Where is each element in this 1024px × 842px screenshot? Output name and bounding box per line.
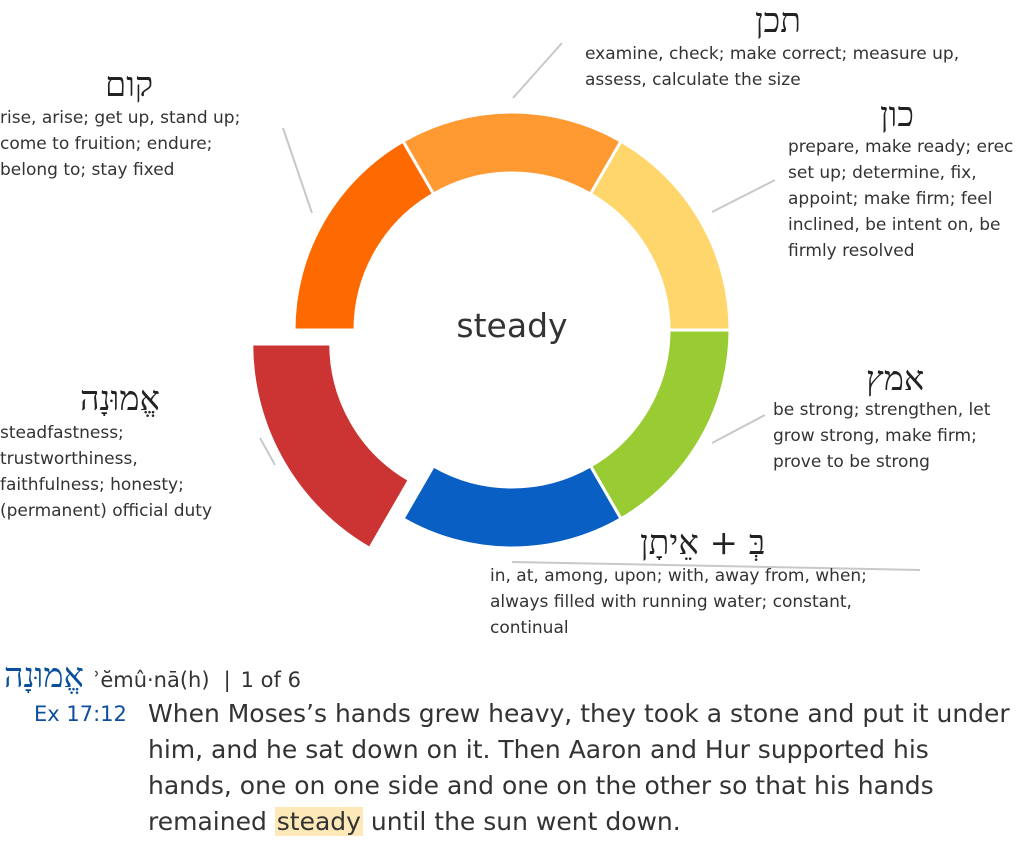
verse-text-after: until the sun went down. [362,807,681,836]
gloss-line: (permanent) official duty [0,501,213,521]
semantic-wheel [250,42,921,571]
lemma-transliteration: ʾĕmû·nā(h) [93,668,210,692]
gloss-line: in, at, among, upon; with, away from, wh… [490,566,867,586]
gloss-line: come to fruition; endure; [0,134,213,154]
gloss-line: examine, check; make correct; measure up… [585,44,960,64]
leader-lines [259,42,921,571]
segment-emunah[interactable] [250,342,412,551]
gloss-line: trustworthiness, [0,449,138,469]
verse-highlight: steady [274,807,363,836]
root-tkn-hebrew[interactable]: תכן [755,1,802,41]
lemma-hebrew[interactable]: אֱמוּנָה [4,656,84,696]
root-qum-gloss: rise, arise; get up, stand up; come to f… [0,105,240,183]
segment-amts[interactable] [588,328,732,521]
gloss-line: be strong; strengthen, let [773,400,991,420]
gloss-line: set up; determine, fix, [788,163,977,183]
gloss-line: inclined, be intent on, be [788,215,1001,235]
gloss-line: rise, arise; get up, stand up; [0,108,241,128]
gloss-line: prepare, make ready; erec [788,137,1014,157]
gloss-line: belong to; stay fixed [0,160,175,180]
leader-line-tkn [512,42,563,99]
leader-line-kwn [711,179,776,213]
gloss-line: appoint; make firm; feel [788,189,993,209]
gloss-line: assess, calculate the size [585,70,801,90]
root-tkn-gloss: examine, check; make correct; measure up… [585,41,959,93]
root-amts-gloss: be strong; strengthen, let grow strong, … [773,397,990,475]
root-qum-hebrew[interactable]: קום [105,65,154,105]
gloss-line: firmly resolved [788,241,915,261]
gloss-line: always filled with running water; consta… [490,592,852,612]
root-amts-hebrew[interactable]: אמץ [866,359,925,399]
root-emunah-gloss: steadfastness; trustworthiness, faithful… [0,420,212,524]
leader-line-qum [282,127,313,214]
gloss-line: faithfulness; honesty; [0,475,184,495]
root-emunah-hebrew[interactable]: אֱמוּנָה [80,379,160,419]
center-word: steady [456,306,568,345]
gloss-line: steadfastness; [0,423,124,443]
verse-reference-link[interactable]: Ex 17:12 [34,702,127,726]
root-beitan-gloss: in, at, among, upon; with, away from, wh… [490,563,867,641]
leader-line-beitan [511,561,921,571]
segment-kwn[interactable] [588,139,732,332]
gloss-line: grow strong, make firm; [773,426,977,446]
root-kwn-hebrew[interactable]: כון [880,95,914,135]
leader-line-emunah [259,437,276,466]
lemma-count: 1 of 6 [240,668,301,692]
lemma-header: אֱמוּנָה ʾĕmû·nā(h) | 1 of 6 [4,656,301,696]
root-beitan-hebrew[interactable]: בְּ + אֵיתָן [640,523,766,563]
gloss-line: continual [490,618,569,638]
lemma-separator: | [223,668,231,692]
segment-qum[interactable] [292,139,436,332]
segment-tkn[interactable] [400,110,624,197]
verse-text: When Moses’s hands grew heavy, they took… [148,696,1018,840]
ring-segments [250,110,732,551]
segment-beitan[interactable] [400,463,624,550]
verse-text-before: When Moses’s hands grew heavy, they took… [148,699,1010,836]
gloss-line: prove to be strong [773,452,930,472]
root-kwn-gloss: prepare, make ready; erec set up; determ… [788,134,1024,264]
leader-line-amts [711,414,766,444]
